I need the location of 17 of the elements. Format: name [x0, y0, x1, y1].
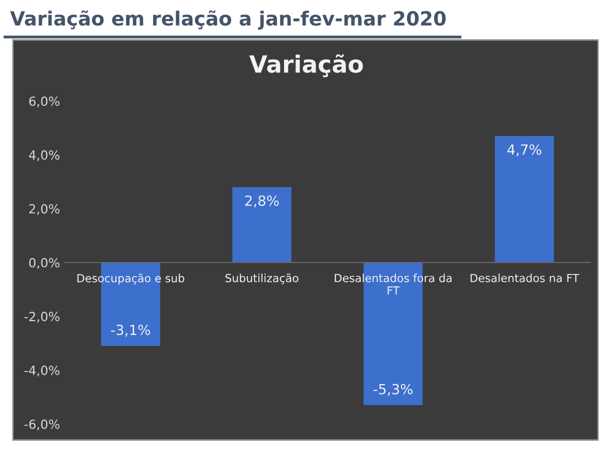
y-tick-label: 0,0% — [29, 258, 60, 269]
bar — [494, 136, 554, 262]
data-label: -3,1% — [111, 324, 150, 337]
chart-title: Variação em relação a jan-fev-mar 2020 — [10, 10, 446, 30]
y-tick-label: 6,0% — [29, 96, 60, 108]
data-label: -5,3% — [374, 384, 413, 396]
y-tick-label: -4,0% — [24, 366, 60, 376]
chart-subtitle: Variação — [249, 54, 363, 78]
y-tick-label: 2,0% — [29, 204, 60, 215]
data-label: 4,7% — [507, 144, 542, 156]
data-label: 2,8% — [245, 195, 279, 208]
y-tick-label: -6,0% — [24, 419, 60, 430]
y-tick-label: 4,0% — [28, 150, 60, 162]
y-tick-label: -2,0% — [24, 312, 60, 323]
x-tick-label: Desalentados na FT — [470, 274, 580, 282]
bar — [232, 187, 292, 262]
x-tick-label: Subutilização — [226, 273, 298, 284]
